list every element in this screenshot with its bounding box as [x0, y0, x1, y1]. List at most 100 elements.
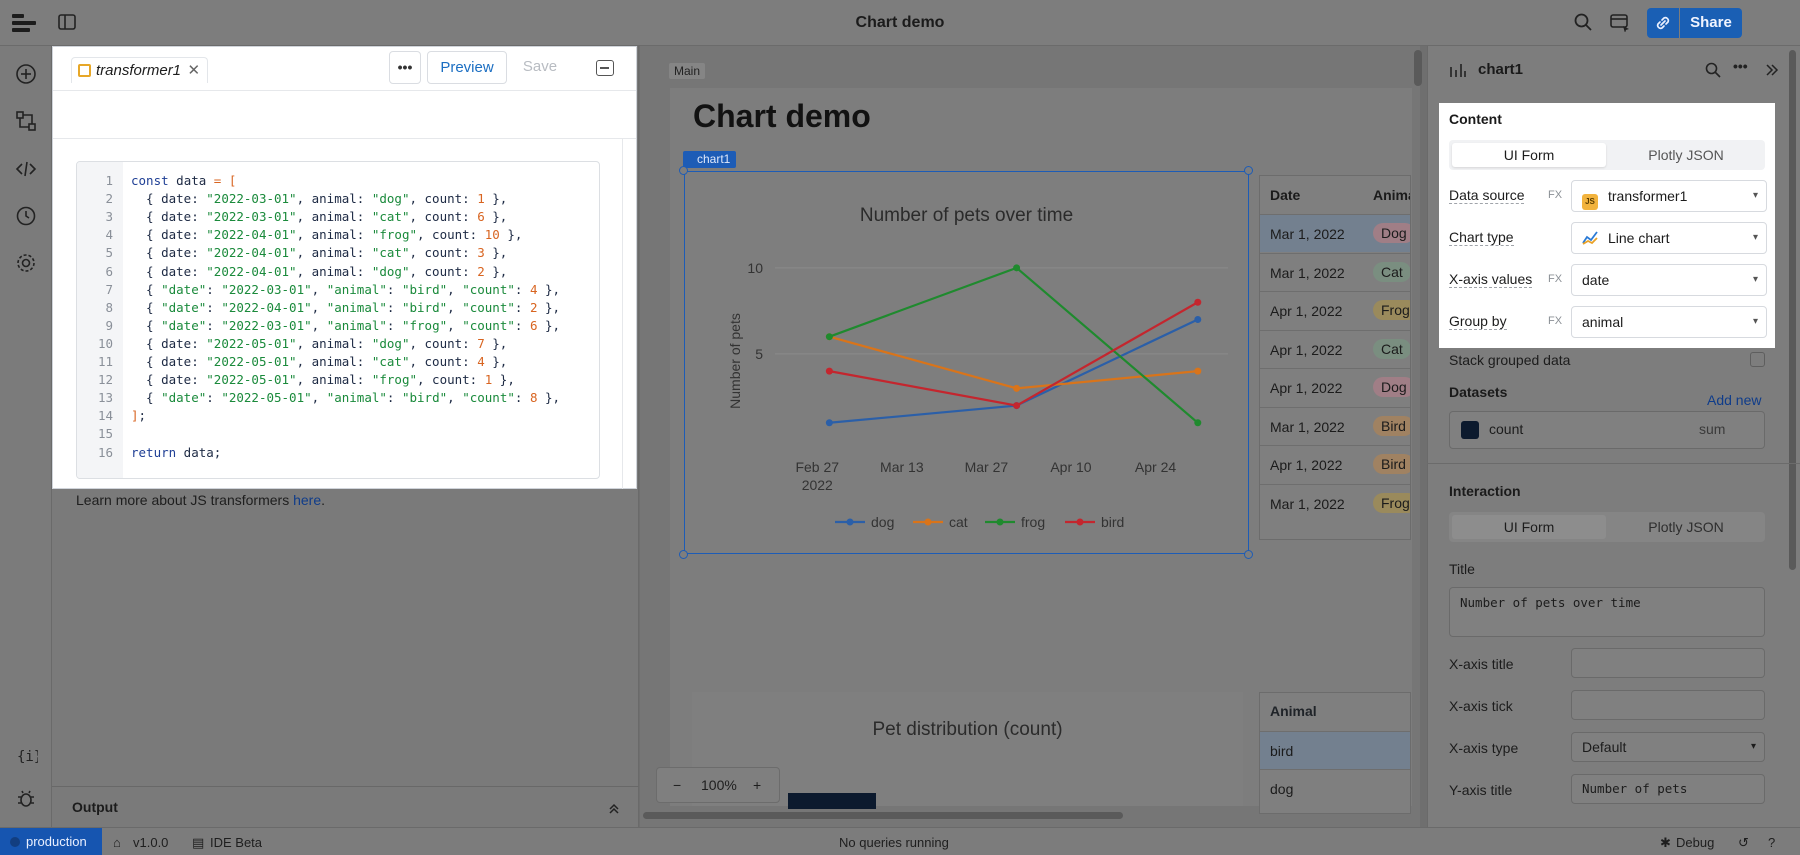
bar-chart-component[interactable]	[692, 692, 1243, 806]
code-editor[interactable]: 1 const data = [2 { date: "2022-03-01", a…	[76, 161, 600, 479]
table-row[interactable]: Apr 1, 2022 Bird	[1260, 445, 1410, 483]
title-input[interactable]: Number of pets over time	[1449, 587, 1765, 637]
fx-icon[interactable]: FX	[1548, 315, 1563, 327]
mode-plotly-json[interactable]: Plotly JSON	[1648, 519, 1724, 535]
content-mode-toggle: UI Form Plotly JSON	[1449, 140, 1765, 170]
tab-transformer1[interactable]: transformer1 ✕	[71, 57, 209, 83]
component-tree-icon[interactable]	[13, 109, 39, 135]
table-row[interactable]: Apr 1, 2022 Cat	[1260, 329, 1410, 368]
history-icon[interactable]	[13, 204, 39, 230]
preview-app-icon[interactable]	[1609, 12, 1631, 34]
table-row[interactable]: dog	[1260, 769, 1410, 807]
table-row[interactable]: bird	[1260, 731, 1410, 769]
code-line[interactable]: 3 { date: "2022-03-01", animal: "cat", c…	[77, 208, 599, 226]
expand-chevrons-icon[interactable]	[607, 801, 621, 815]
code-line[interactable]: 4 { date: "2022-04-01", animal: "frog", …	[77, 226, 599, 244]
code-line[interactable]: 13 { "date": "2022-05-01", "animal": "bi…	[77, 389, 599, 407]
add-component-icon[interactable]	[13, 62, 39, 88]
chart-component-label[interactable]: chart1	[683, 151, 737, 168]
resize-handle-top-right[interactable]	[1244, 166, 1253, 175]
resize-handle-bottom-right[interactable]	[1244, 550, 1253, 559]
chart-type-select[interactable]: Line chart ▾	[1571, 222, 1767, 254]
mode-ui-form[interactable]: UI Form	[1452, 515, 1606, 539]
retool-logo-icon[interactable]	[12, 14, 36, 34]
collapse-panel-icon[interactable]	[1764, 62, 1780, 78]
minimize-icon[interactable]	[596, 60, 614, 76]
dataset-color-swatch[interactable]	[1461, 421, 1479, 439]
mode-ui-form[interactable]: UI Form	[1452, 143, 1606, 167]
mode-plotly-json[interactable]: Plotly JSON	[1648, 147, 1724, 163]
line-chart-component[interactable]: 5 10 Feb 27 Mar 13 Mar 27 Apr 10 Apr 24 2022 Num…	[684, 171, 1249, 554]
code-icon[interactable]	[13, 157, 39, 183]
code-text: { "date": "2022-03-01", "animal": "frog"…	[131, 317, 561, 333]
y-axis-title-input[interactable]: Number of pets	[1571, 774, 1765, 804]
search-icon[interactable]	[1704, 61, 1722, 79]
ide-beta-label[interactable]: IDE Beta	[210, 835, 263, 850]
debug-label[interactable]: Debug	[1676, 835, 1715, 850]
table-row[interactable]: Mar 1, 2022 Cat	[1260, 252, 1410, 291]
version-label[interactable]: v1.0.0	[133, 835, 169, 850]
resize-handle-top-left[interactable]	[679, 166, 688, 175]
code-line[interactable]: 8 { "date": "2022-04-01", "animal": "bir…	[77, 299, 599, 317]
code-line[interactable]: 7 { "date": "2022-03-01", "animal": "bir…	[77, 281, 599, 299]
table-row[interactable]: Apr 1, 2022 Dog	[1260, 368, 1410, 406]
animal-table[interactable]: Animal bird dog	[1259, 692, 1411, 814]
share-button[interactable]: Share	[1680, 8, 1742, 38]
data-table[interactable]: Date Animal Mar 1, 2022 Dog Mar 1, 2022 Cat…	[1259, 175, 1411, 540]
legend-label-frog: frog	[1021, 514, 1045, 530]
code-line[interactable]: 1 const data = [	[77, 172, 599, 190]
x-axis-type-select[interactable]: Default ▾	[1571, 732, 1765, 762]
more-options-button[interactable]: •••	[389, 51, 421, 84]
x-axis-tick-input[interactable]	[1571, 690, 1765, 720]
fx-icon[interactable]: FX	[1548, 273, 1563, 285]
table-row[interactable]: Apr 1, 2022 Frog	[1260, 291, 1410, 329]
settings-gear-icon[interactable]	[13, 251, 39, 277]
learn-more-link[interactable]: here	[293, 492, 322, 508]
inspector-component-name[interactable]: chart1	[1478, 61, 1524, 78]
code-line[interactable]: 14];	[77, 407, 599, 425]
resize-handle-bottom-left[interactable]	[679, 550, 688, 559]
x-axis-title-input[interactable]	[1571, 648, 1765, 678]
more-options-icon[interactable]: •••	[1733, 58, 1748, 74]
code-line[interactable]: 9 { "date": "2022-03-01", "animal": "fro…	[77, 317, 599, 335]
debug-bug-icon[interactable]	[13, 787, 39, 813]
canvas-scrollbar-vertical[interactable]	[1414, 50, 1422, 86]
zoom-control: − 100% +	[656, 767, 780, 803]
copy-link-button[interactable]	[1647, 8, 1679, 38]
search-icon[interactable]	[1572, 12, 1594, 34]
code-line[interactable]: 12 { date: "2022-05-01", animal: "frog",…	[77, 371, 599, 389]
code-line[interactable]: 16 return data;	[77, 444, 599, 462]
close-icon[interactable]: ✕	[187, 62, 201, 79]
code-line[interactable]: 6 { date: "2022-04-01", animal: "dog", c…	[77, 263, 599, 281]
save-button[interactable]: Save	[522, 58, 558, 75]
code-line[interactable]: 15	[77, 425, 599, 443]
fx-icon[interactable]: FX	[1548, 189, 1563, 201]
history-icon[interactable]: ↺	[1738, 835, 1749, 850]
sidebar-toggle-icon[interactable]	[56, 12, 78, 34]
output-panel-header[interactable]: Output	[52, 786, 639, 827]
column-header-animal[interactable]: Animal	[1270, 703, 1317, 719]
state-inspector-icon[interactable]: {i}	[13, 744, 42, 770]
zoom-in-button[interactable]: +	[753, 777, 762, 793]
inspector-scrollbar[interactable]	[1789, 50, 1796, 570]
column-header-date[interactable]: Date	[1270, 187, 1301, 203]
column-header-animal[interactable]: Animal	[1373, 187, 1410, 203]
code-line[interactable]: 11 { date: "2022-05-01", animal: "cat", …	[77, 353, 599, 371]
help-icon[interactable]: ?	[1768, 835, 1776, 850]
stack-grouped-checkbox[interactable]	[1750, 352, 1765, 367]
table-row[interactable]: Mar 1, 2022 Bird	[1260, 406, 1410, 445]
environment-badge[interactable]: production	[0, 828, 102, 855]
group-by-select[interactable]: animal ▾	[1571, 306, 1767, 338]
canvas-scrollbar-horizontal[interactable]	[643, 812, 1123, 819]
code-line[interactable]: 5 { date: "2022-04-01", animal: "cat", c…	[77, 244, 599, 262]
code-line[interactable]: 2 { date: "2022-03-01", animal: "dog", c…	[77, 190, 599, 208]
zoom-out-button[interactable]: −	[673, 777, 682, 793]
table-row[interactable]: Mar 1, 2022 Dog	[1260, 214, 1410, 252]
preview-button[interactable]: Preview	[427, 51, 507, 84]
code-line[interactable]: 10 { date: "2022-05-01", animal: "dog", …	[77, 335, 599, 353]
dataset-row[interactable]	[1449, 411, 1765, 449]
add-new-dataset-link[interactable]: Add new	[1707, 392, 1762, 408]
table-row[interactable]: Mar 1, 2022 Frog	[1260, 483, 1410, 522]
data-source-select[interactable]: JS transformer1 ▾	[1571, 180, 1767, 212]
x-axis-values-select[interactable]: date ▾	[1571, 264, 1767, 296]
